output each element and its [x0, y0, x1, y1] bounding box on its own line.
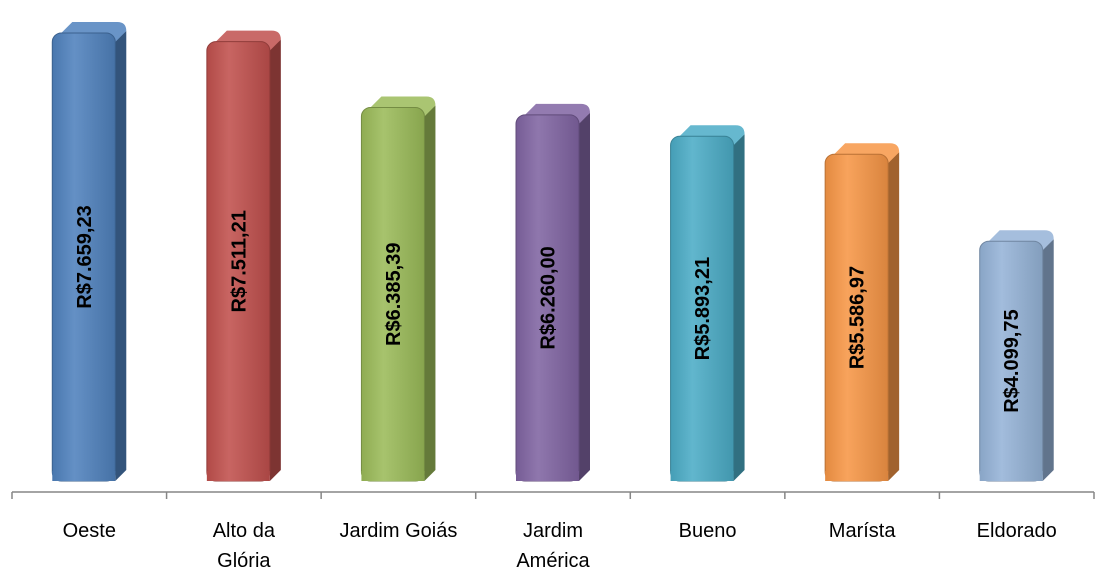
bar: R$7.511,21 — [206, 30, 281, 482]
x-tick-label: Bueno — [679, 520, 737, 542]
bar-side-face — [886, 152, 900, 481]
bar: R$6.260,00 — [515, 103, 590, 482]
bar-top-face — [834, 143, 900, 164]
bar-front-base — [52, 471, 116, 481]
bar-top-face — [61, 22, 127, 42]
bar-side-face — [577, 112, 590, 482]
bar-top-face — [679, 125, 745, 146]
x-tick-label: Marísta — [829, 520, 897, 542]
bar-value-label: R$6.260,00 — [538, 246, 560, 349]
bar-front-base — [825, 471, 889, 481]
bar: R$4.099,75 — [979, 230, 1054, 482]
x-tick-labels: Oeste Alto da Glória Jardim Goiás Jardim Amér… — [63, 520, 1057, 571]
bar: R$5.586,97 — [824, 143, 900, 482]
bar-front-base — [361, 471, 425, 481]
x-tick-label: Jardim América — [516, 520, 590, 571]
bars-layer: R$7.659,23 R$7.511,21 R$6.385,39 R$6.260,00… — [51, 22, 1054, 482]
bar: R$5.893,21 — [670, 125, 745, 482]
bar-top-face — [370, 96, 436, 117]
x-axis — [11, 491, 1095, 499]
bar-value-label: R$4.099,75 — [1001, 309, 1023, 412]
bar-side-face — [113, 31, 127, 481]
bar: R$6.385,39 — [360, 96, 436, 482]
bar-value-label: R$6.385,39 — [383, 243, 405, 346]
bar-front-base — [206, 471, 270, 481]
bar-value-label: R$5.586,97 — [847, 266, 869, 369]
bar-side-face — [731, 134, 745, 482]
bar-side-face — [1040, 239, 1054, 481]
bar-top-face — [215, 30, 281, 51]
x-tick-label: Eldorado — [977, 520, 1057, 542]
x-tick-label: Alto da Glória — [213, 520, 276, 571]
bar-side-face — [267, 39, 281, 482]
bar-front-base — [979, 471, 1043, 481]
bar-top-face — [525, 103, 590, 124]
bar-value-label: R$7.511,21 — [228, 210, 250, 312]
bar-front-base — [516, 471, 579, 481]
bar-top-face — [988, 230, 1054, 251]
x-tick-label: Jardim Goiás — [340, 520, 458, 542]
bar-front-base — [670, 471, 734, 481]
x-tick-label: Oeste — [63, 520, 116, 542]
bar-value-label: R$7.659,23 — [74, 205, 96, 308]
bar: R$7.659,23 — [51, 22, 127, 482]
bar-side-face — [422, 105, 436, 481]
bar-value-label: R$5.893,21 — [692, 257, 714, 360]
